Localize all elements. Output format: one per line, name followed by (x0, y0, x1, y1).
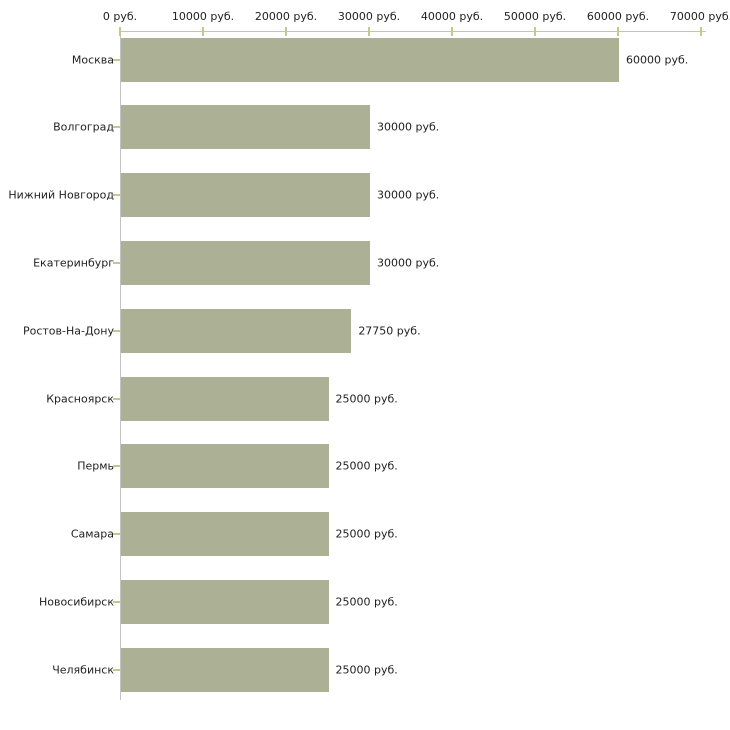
value-label: 60000 руб. (626, 53, 689, 66)
x-axis-tick (285, 27, 287, 36)
category-tick (113, 329, 120, 332)
category-tick (113, 465, 120, 468)
category-tick (113, 668, 120, 671)
bar (121, 647, 329, 692)
x-axis-tick-label: 10000 руб. (171, 10, 235, 23)
x-axis-tick-label: 60000 руб. (586, 10, 650, 23)
value-label: 25000 руб. (335, 595, 398, 609)
category-tick (113, 126, 120, 129)
category-label: Самара (70, 527, 114, 541)
x-axis-tick (368, 27, 370, 36)
category-tick (113, 58, 120, 61)
bar (121, 580, 329, 625)
x-axis-tick (617, 27, 619, 36)
bar (121, 444, 329, 489)
x-axis-tick (700, 27, 702, 36)
bar (121, 308, 352, 353)
category-label: Ростов-На-Дону (22, 324, 114, 338)
bar (121, 105, 370, 150)
x-axis-tick-label: 40000 руб. (420, 10, 484, 23)
x-axis-tick-label: 30000 руб. (337, 10, 401, 23)
category-tick (113, 601, 120, 604)
x-axis-tick-label: 20000 руб. (254, 10, 318, 23)
category-tick (113, 194, 120, 197)
value-label: 25000 руб. (335, 459, 398, 473)
category-tick (113, 397, 120, 400)
category-tick (113, 261, 120, 264)
category-label: Новосибирск (38, 595, 114, 609)
x-axis-tick (451, 27, 453, 36)
x-axis-tick-label: 50000 руб. (503, 10, 567, 23)
category-label: Москва (71, 53, 114, 66)
value-label: 30000 руб. (377, 188, 440, 202)
bar (121, 173, 370, 218)
bar (121, 376, 329, 421)
x-axis-tick (534, 27, 536, 36)
category-label: Нижний Новгород (8, 188, 114, 202)
x-axis-tick (119, 27, 121, 36)
category-label: Волгоград (53, 120, 114, 134)
bar (121, 240, 370, 285)
value-label: 27750 руб. (358, 324, 421, 338)
value-label: 25000 руб. (335, 663, 398, 677)
category-label: Пермь (77, 459, 114, 473)
value-label: 25000 руб. (335, 392, 398, 406)
category-label: Красноярск (46, 392, 114, 406)
x-axis-line (120, 31, 706, 32)
y-axis-line (120, 31, 121, 700)
category-label: Екатеринбург (33, 256, 114, 270)
x-axis-tick-label: 70000 руб. (669, 10, 730, 23)
x-axis-tick-label: 0 руб. (102, 10, 138, 23)
value-label: 30000 руб. (377, 256, 440, 270)
category-tick (113, 533, 120, 536)
x-axis-tick (202, 27, 204, 36)
bar (121, 37, 619, 82)
value-label: 25000 руб. (335, 527, 398, 541)
bar (121, 512, 329, 557)
category-label: Челябинск (52, 663, 114, 677)
value-label: 30000 руб. (377, 120, 440, 134)
